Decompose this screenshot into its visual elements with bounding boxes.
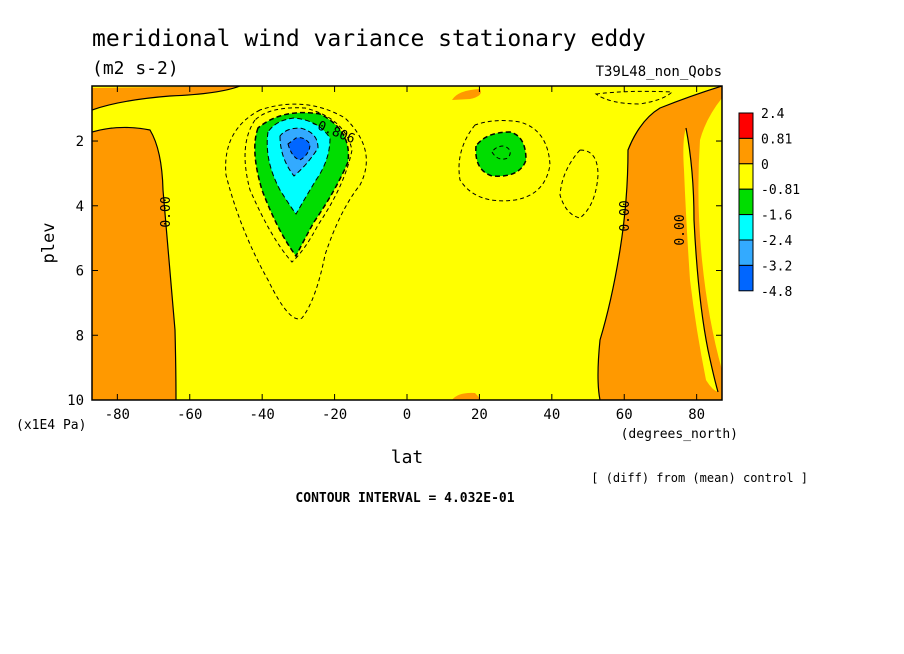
dashed-contours [225,90,674,320]
colorbar-label: 0.81 [761,132,792,147]
contour-label: 0.00 [618,200,633,231]
contour-zero-top [92,86,241,111]
colorbar-label: 0 [761,158,769,173]
contour-label: 0.00 [159,196,174,227]
y-tick-label: 4 [76,199,84,215]
y-tick-label: 6 [76,264,84,280]
x-tick-label: -40 [250,407,275,423]
contour-outer-sh [225,103,367,320]
colorbar-label: -2.4 [761,234,792,249]
contour-nh-right [559,149,599,219]
y-axis: 2 4 6 8 10 [67,134,722,409]
y-tick-label: 2 [76,134,84,150]
colorbar-label: -0.81 [761,183,800,198]
y-tick-label: 8 [76,328,84,344]
colorbar-swatch [738,264,754,292]
colorbar-swatch [738,163,754,190]
x-tick-label: 20 [471,407,488,423]
region-small-top-left [452,89,481,100]
run-label: T39L48_non_Qobs [596,64,722,80]
colorbar-swatch [738,239,754,266]
x-axis-units: (degrees_north) [621,427,738,442]
colorbar-swatch [738,188,754,216]
colorbar-label: -4.8 [761,285,792,300]
chart-title: meridional wind variance stationary eddy [92,26,646,52]
diff-note: [ (diff) from (mean) control ] [591,471,808,485]
contour-nh-outer [458,120,551,202]
x-tick-label: -80 [105,407,130,423]
region-sh-darkblue [287,137,311,161]
x-tick-label: -60 [177,407,202,423]
x-tick-label: 60 [616,407,633,423]
contour-inner-sh [244,107,353,263]
contour-label: 0.00 [673,214,688,245]
colorbar-swatch [738,112,754,139]
y-axis-units: (x1E4 Pa) [16,418,86,433]
x-tick-label: 40 [543,407,560,423]
units-label: (m2 s-2) [92,58,179,79]
colorbar-label: -1.6 [761,209,792,224]
y-tick-label: 10 [67,393,84,409]
colorbar: 2.4 0.81 0 -0.81 -1.6 -2.4 -3.2 -4.8 [738,107,800,300]
colorbar-label: -3.2 [761,259,792,274]
x-axis: -80 -60 -40 -20 0 20 40 60 80 [105,86,705,423]
region-small-bottom [452,392,480,400]
plot-area: 0.00 0.00 0.00 -0.806 -80 -60 -40 -20 0 20 40 6… [67,85,723,423]
contour-label-text: 0.00 [159,196,174,227]
contour-top-right [594,90,674,105]
region-south-polar [92,127,176,400]
colorbar-swatch [738,137,754,165]
x-tick-label: -20 [322,407,347,423]
x-axis-label: lat [391,447,424,468]
x-tick-label: 80 [688,407,705,423]
region-north-inner-yellow [683,128,718,392]
contour-zero-nh2 [685,127,719,393]
contour-label-text: 0.00 [618,200,633,231]
region-nh-green [475,131,527,177]
contour-interval: CONTOUR INTERVAL = 4.032E-01 [295,491,514,506]
contour-label-text: 0.00 [673,214,688,245]
region-south-top-strip [92,86,240,110]
colorbar-label: 2.4 [761,107,785,122]
colorbar-swatch [738,214,754,241]
contour-zero-nh [597,86,722,400]
region-nh-inner [491,145,511,160]
x-tick-label: 0 [403,407,411,423]
contour-zero-sh [92,126,177,400]
zero-contours [92,86,722,400]
y-axis-label: plev [39,223,59,264]
